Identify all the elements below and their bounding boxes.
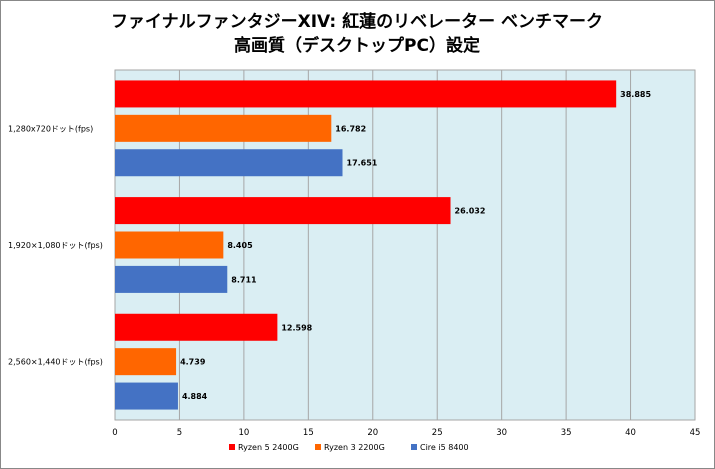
x-tick-label: 45 [690, 428, 701, 438]
x-tick-label: 40 [625, 428, 636, 438]
category-label: 1,920×1,080ドット(fps) [8, 241, 103, 250]
legend-swatch [411, 444, 417, 450]
legend-swatch [315, 444, 321, 450]
data-label: 8.711 [231, 275, 257, 284]
data-label: 12.598 [281, 323, 312, 332]
x-tick-label: 20 [367, 428, 378, 438]
bar [115, 197, 451, 225]
data-label: 38.885 [620, 90, 651, 99]
x-tick-label: 25 [432, 428, 443, 438]
bar [115, 114, 332, 142]
x-tick-label: 0 [112, 428, 117, 438]
x-tick-label: 5 [177, 428, 182, 438]
bar [115, 382, 178, 410]
category-label: 1,280x720ドット(fps) [8, 124, 93, 133]
data-label: 17.651 [347, 159, 378, 168]
data-label: 8.405 [227, 241, 253, 250]
bar [115, 149, 343, 177]
x-tick-label: 30 [496, 428, 507, 438]
data-label: 16.782 [335, 124, 366, 133]
chart-title-line-2: 高画質（デスクトップPC）設定 [234, 35, 480, 56]
legend-label: Cire i5 8400 [420, 443, 469, 452]
bar [115, 231, 224, 259]
x-tick-label: 10 [238, 428, 249, 438]
legend-swatch [229, 444, 235, 450]
data-label: 4.739 [180, 358, 206, 367]
bar [115, 265, 228, 293]
legend-label: Ryzen 5 2400G [238, 443, 299, 452]
legend-label: Ryzen 3 2200G [324, 443, 385, 452]
bar [115, 348, 177, 376]
plot-area: 0 5 10 15 20 25 30 35 40 45 1,280x720ドット(fps) 38.88… [8, 69, 701, 438]
data-label: 4.884 [182, 392, 208, 401]
data-label: 26.032 [455, 207, 486, 216]
x-tick-label: 35 [561, 428, 572, 438]
bar [115, 313, 278, 341]
legend: Ryzen 5 2400G Ryzen 3 2200G Cire i5 8400 [229, 443, 469, 452]
chart-title: ファイナルファンタジーXIV: 紅蓮のリベレーター ベンチマーク 高画質（デスク… [111, 11, 603, 56]
bar [115, 80, 617, 108]
x-tick-label: 15 [303, 428, 314, 438]
category-label: 2,560×1,440ドット(fps) [8, 358, 103, 367]
chart-title-line-1: ファイナルファンタジーXIV: 紅蓮のリベレーター ベンチマーク [111, 11, 603, 32]
